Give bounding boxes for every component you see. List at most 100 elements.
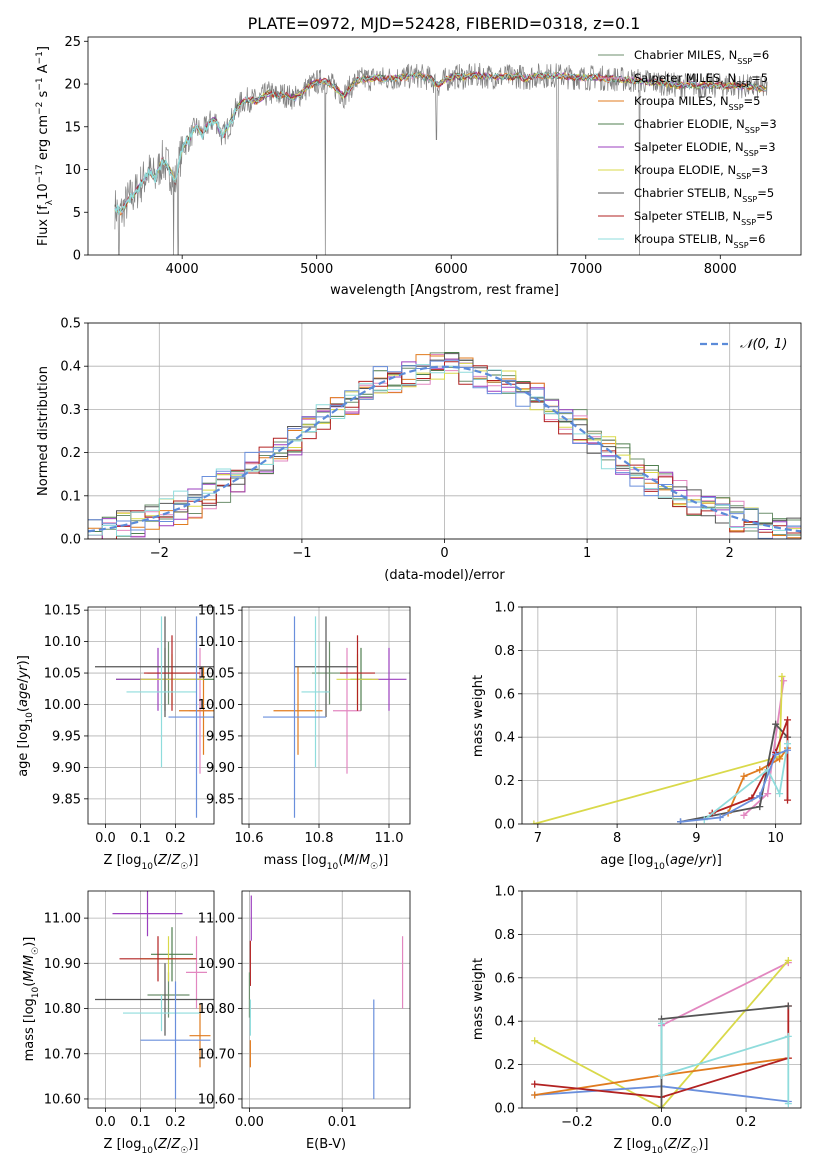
panel-age-vs-Z: 0.0 0.1 0.2 9.85 9.90 9.95 10.00 10.05 10.10 10.1…	[16, 604, 215, 872]
x-tick-label: 0.01	[328, 1115, 357, 1130]
normal-reference-curve	[88, 365, 801, 533]
y-tick-label: 10.00	[44, 698, 81, 713]
weight-marker	[784, 1100, 792, 1108]
weight-marker	[776, 755, 784, 763]
x-tick-label: 1	[583, 546, 591, 561]
y-tick-label: 10.05	[198, 667, 235, 682]
legend-label: Salpeter MILES, NSSP=5	[634, 71, 768, 89]
axes-frame	[87, 322, 802, 540]
weight-marker	[531, 1091, 539, 1099]
y-axis-label: mass weight	[471, 958, 486, 1040]
weight-marker	[740, 811, 748, 819]
panel-residuals: −2 −1 0 1 2 0.0 0.1 0.2 0.3 0.4 0.5 𝒩(0, 1) (data-mo…	[36, 317, 802, 583]
legend-label: 𝒩(0, 1)	[740, 337, 787, 352]
weight-marker	[778, 672, 786, 680]
weight-marker	[784, 740, 792, 748]
y-tick-label: 0.3	[60, 403, 81, 418]
weight-marker	[658, 1071, 665, 1079]
x-axis-label: Z [log10(Z/Z☉)]	[104, 853, 199, 872]
plot-area	[114, 62, 768, 255]
axes-frame	[241, 890, 411, 1109]
y-tick-label: 1.0	[494, 885, 515, 900]
x-tick-label: 7	[534, 831, 542, 846]
weight-marker	[784, 746, 792, 754]
x-tick-label: −0.2	[561, 1115, 593, 1130]
y-tick-label: 9.90	[206, 761, 235, 776]
y-tick-label: 0.4	[494, 731, 515, 746]
y-tick-label: 0.2	[60, 446, 81, 461]
y-tick-label: 10.80	[44, 1002, 81, 1017]
y-tick-label: 10.10	[198, 635, 235, 650]
y-tick-label: 10.10	[44, 635, 81, 650]
panel-spectrum: 4000 5000 6000 7000 8000 0 5 10 15 20 25 Chabrier M…	[35, 35, 802, 298]
x-axis-label: wavelength [Angstrom, rest frame]	[330, 283, 559, 298]
weight-marker	[531, 1080, 539, 1088]
x-tick-label: 8	[613, 831, 621, 846]
y-tick-label: 0.8	[494, 644, 515, 659]
x-tick-label: 8000	[704, 262, 737, 277]
y-tick-label: 10.90	[198, 957, 235, 972]
plot-area	[88, 352, 801, 539]
panel-weight-vs-Z: −0.2 0.0 0.2 0.0 0.2 0.4 0.6 0.8 1.0 Z [log10(Z/Z…	[471, 885, 802, 1156]
x-tick-label: 0.00	[235, 1115, 264, 1130]
weight-marker	[658, 1019, 665, 1027]
y-tick-label: 0.6	[494, 971, 515, 986]
weight-marker	[756, 766, 764, 774]
weight-marker	[756, 803, 764, 811]
x-tick-label: 0.1	[130, 831, 151, 846]
panel-weight-vs-age: 7 8 9 10 0.0 0.2 0.4 0.6 0.8 1.0 age [log10(age/yr…	[471, 601, 802, 872]
y-tick-label: 10.00	[198, 698, 235, 713]
weight-marker	[784, 796, 792, 804]
weight-marker	[772, 720, 780, 728]
histogram-step-line	[88, 364, 801, 537]
y-tick-label: 0.0	[494, 818, 515, 833]
plot-area	[531, 956, 792, 1108]
panel-age-vs-mass: 10.6 10.8 11.0 9.85 9.90 9.95 10.00 10.05 10.10 1…	[198, 604, 411, 872]
weight-marker	[658, 1104, 665, 1108]
x-tick-label: 6000	[435, 262, 468, 277]
weight-line	[660, 1023, 790, 1104]
y-tick-label: 9.90	[52, 761, 81, 776]
axes-frame	[521, 606, 802, 825]
x-tick-label: 10.8	[305, 831, 334, 846]
x-tick-label: 0.0	[95, 1115, 116, 1130]
legend-label: Chabrier MILES, NSSP=6	[634, 48, 769, 66]
x-tick-label: 0.2	[736, 1115, 757, 1130]
y-axis-label: age [log10(age/yr)]	[16, 655, 35, 777]
y-tick-label: 1.0	[494, 601, 515, 616]
weight-line	[661, 961, 789, 1027]
y-tick-label: 10.80	[198, 1002, 235, 1017]
legend-label: Salpeter ELODIE, NSSP=3	[634, 140, 776, 158]
y-tick-label: 0.4	[60, 360, 81, 375]
y-tick-label: 10.70	[198, 1047, 235, 1062]
plot-area	[95, 616, 214, 818]
y-axis-label: mass [log10(M/M☉)]	[22, 937, 41, 1062]
legend-label: Kroupa STELIB, NSSP=6	[634, 232, 765, 250]
y-tick-label: 0.8	[494, 928, 515, 943]
y-tick-label: 0.1	[60, 489, 81, 504]
x-tick-label: 4000	[166, 262, 199, 277]
y-tick-label: 10.90	[44, 957, 81, 972]
y-tick-label: 5	[73, 206, 81, 221]
observed-spectrum-line	[114, 62, 768, 255]
legend-label: Chabrier STELIB, NSSP=5	[634, 186, 774, 204]
x-axis-label: mass [log10(M/M☉)]	[264, 853, 389, 872]
axes-frame	[87, 36, 802, 256]
y-tick-label: 10.05	[44, 667, 81, 682]
y-tick-label: 10.15	[198, 604, 235, 619]
model-fit-line	[114, 71, 767, 212]
y-tick-label: 9.85	[52, 792, 81, 807]
weight-marker	[756, 792, 764, 800]
y-tick-label: 10.60	[44, 1092, 81, 1107]
x-tick-label: 2	[726, 546, 734, 561]
x-tick-label: 7000	[569, 262, 602, 277]
weight-marker	[530, 820, 538, 824]
y-tick-label: 10.60	[198, 1092, 235, 1107]
x-tick-label: 10	[767, 831, 784, 846]
y-tick-label: 9.85	[206, 792, 235, 807]
x-tick-label: 10.6	[235, 831, 264, 846]
y-axis-label: Normed distribution	[36, 366, 51, 496]
x-tick-label: −2	[150, 546, 169, 561]
